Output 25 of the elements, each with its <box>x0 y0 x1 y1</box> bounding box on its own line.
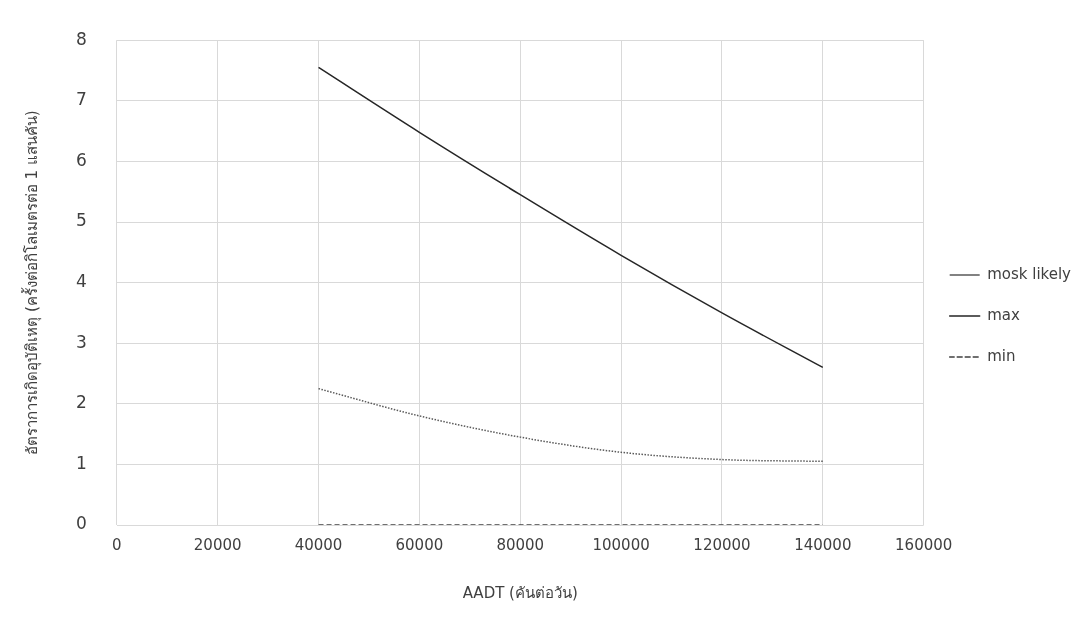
x-tick-label: 120000 <box>693 535 751 554</box>
y-tick-label: 7 <box>75 89 87 110</box>
legend-label: min <box>987 346 1016 365</box>
x-tick-label: 40000 <box>294 535 343 554</box>
y-axis-title: อัตราการเกิดอุบัติเหตุ (ครั้งต่อกิโลเมตรต่อ 1 แสนคัน) <box>20 110 42 455</box>
y-tick-label: 1 <box>75 452 87 473</box>
legend-label: mosk likely <box>987 264 1072 283</box>
y-tick-label: 4 <box>75 271 87 292</box>
x-tick-label: 140000 <box>794 535 852 554</box>
x-axis-title: AADT (คันต่อวัน) <box>462 583 578 602</box>
x-tick-label: 100000 <box>592 535 650 554</box>
x-tick-label: 20000 <box>193 535 242 554</box>
x-tick-label: 60000 <box>395 535 444 554</box>
y-tick-label: 8 <box>75 28 87 49</box>
y-tick-label: 6 <box>75 149 87 170</box>
y-tick-label: 2 <box>75 392 87 413</box>
x-tick-label: 160000 <box>895 535 953 554</box>
y-tick-label: 3 <box>75 331 87 352</box>
x-tick-label: 80000 <box>496 535 545 554</box>
legend-label: max <box>987 305 1020 324</box>
x-tick-label: 0 <box>112 535 122 554</box>
line-series <box>317 387 824 463</box>
line-series <box>317 66 824 369</box>
y-tick-label: 5 <box>75 210 87 231</box>
y-tick-label: 0 <box>75 513 87 534</box>
